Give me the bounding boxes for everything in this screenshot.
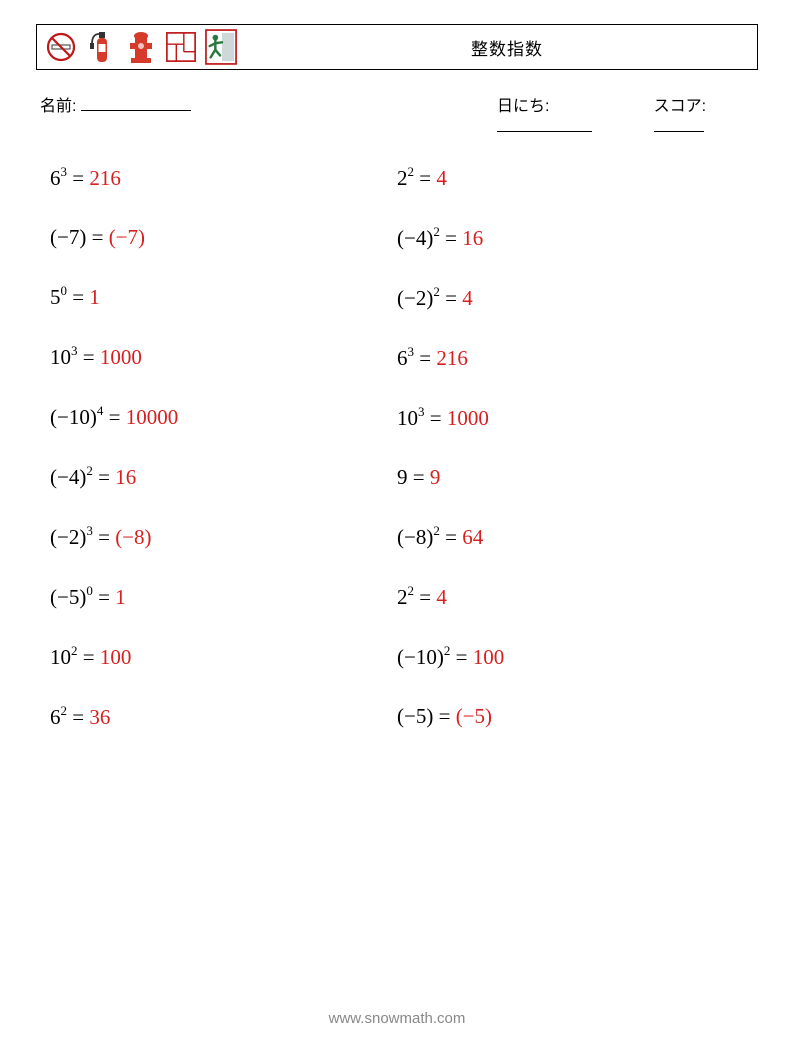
- equals: =: [83, 345, 95, 369]
- equals: =: [439, 704, 451, 728]
- floor-plan-icon: [165, 28, 197, 66]
- problem-base: 9: [397, 465, 408, 489]
- equals: =: [72, 285, 84, 309]
- equals: =: [72, 705, 84, 729]
- problem: 62 = 36: [50, 704, 397, 730]
- problem: 22 = 4: [397, 165, 744, 191]
- equals: =: [98, 525, 110, 549]
- problems-grid: 63 = 216(−7) = (−7)50 = 1103 = 1000(−10)…: [36, 165, 758, 730]
- problem-answer: 36: [89, 705, 110, 729]
- problem-base: (−2): [50, 525, 86, 549]
- problem-answer: 1: [115, 585, 126, 609]
- problem: 63 = 216: [50, 165, 397, 191]
- problem-base: (−5): [50, 585, 86, 609]
- problem-base: 10: [50, 345, 71, 369]
- problem-base: (−4): [397, 226, 433, 250]
- problem-answer: 16: [462, 226, 483, 250]
- problem: (−4)2 = 16: [50, 464, 397, 490]
- fire-hydrant-icon: [125, 28, 157, 66]
- problem-answer: (−7): [109, 225, 145, 249]
- problem-base: 10: [50, 645, 71, 669]
- problem: 103 = 1000: [50, 344, 397, 370]
- problem-answer: 10000: [126, 405, 179, 429]
- problem-base: (−10): [50, 405, 97, 429]
- problem: (−8)2 = 64: [397, 524, 744, 550]
- problem: 63 = 216: [397, 345, 744, 371]
- problem-answer: 4: [436, 585, 447, 609]
- date-label: 日にち:: [497, 98, 549, 115]
- meta-row: 名前: 日にち: スコア:: [36, 92, 758, 137]
- equals: =: [419, 346, 431, 370]
- problem-base: (−8): [397, 525, 433, 549]
- problem-base: 2: [397, 166, 408, 190]
- name-label: 名前:: [40, 98, 76, 115]
- problem-base: (−2): [397, 286, 433, 310]
- problem-answer: 1: [89, 285, 100, 309]
- problem: (−5)0 = 1: [50, 584, 397, 610]
- footer-url: www.snowmath.com: [0, 1010, 794, 1027]
- score-blank: [654, 116, 704, 132]
- problem: (−7) = (−7): [50, 225, 397, 250]
- problems-col-right: 22 = 4(−4)2 = 16(−2)2 = 463 = 216103 = 1…: [397, 165, 744, 730]
- problem: (−4)2 = 16: [397, 225, 744, 251]
- problem-answer: 9: [430, 465, 441, 489]
- problem-base: 10: [397, 406, 418, 430]
- problem: (−10)4 = 10000: [50, 404, 397, 430]
- problem-answer: 1000: [100, 345, 142, 369]
- problem-answer: 4: [436, 166, 447, 190]
- score-label: スコア:: [654, 98, 706, 115]
- problem-answer: 100: [473, 645, 505, 669]
- equals: =: [92, 225, 104, 249]
- problem-base: 6: [50, 166, 61, 190]
- problem: (−2)3 = (−8): [50, 524, 397, 550]
- problem-answer: 64: [462, 525, 483, 549]
- equals: =: [83, 645, 95, 669]
- equals: =: [72, 166, 84, 190]
- problem: (−2)2 = 4: [397, 285, 744, 311]
- problem: (−10)2 = 100: [397, 644, 744, 670]
- problem: 22 = 4: [397, 584, 744, 610]
- equals: =: [419, 166, 431, 190]
- problem-base: 2: [397, 585, 408, 609]
- problem-base: (−4): [50, 465, 86, 489]
- problem: 50 = 1: [50, 284, 397, 310]
- equals: =: [430, 406, 442, 430]
- fire-extinguisher-icon: [85, 28, 117, 66]
- name-blank: [81, 95, 191, 111]
- problems-col-left: 63 = 216 (−7) = (−7) 50 = 1 103 = 1000 (−10)…: [50, 165, 397, 730]
- problem-answer: 1000: [447, 406, 489, 430]
- equals: =: [98, 465, 110, 489]
- problem-answer: (−5): [456, 704, 492, 728]
- date-blank: [497, 116, 592, 132]
- problem-answer: 216: [436, 346, 468, 370]
- problem-base: (−7): [50, 225, 86, 249]
- problem: 103 = 1000: [397, 405, 744, 431]
- equals: =: [456, 645, 468, 669]
- problem-base: 6: [50, 705, 61, 729]
- problem-answer: 100: [100, 645, 132, 669]
- problem-base: (−5): [397, 704, 433, 728]
- equals: =: [98, 585, 110, 609]
- header-icons: [37, 28, 237, 66]
- problem-answer: 16: [115, 465, 136, 489]
- problem: 9 = 9: [397, 465, 744, 490]
- equals: =: [109, 405, 121, 429]
- equals: =: [445, 226, 457, 250]
- problem-answer: 4: [462, 286, 473, 310]
- problem-answer: (−8): [115, 525, 151, 549]
- equals: =: [419, 585, 431, 609]
- equals: =: [445, 286, 457, 310]
- problem-answer: 216: [89, 166, 121, 190]
- equals: =: [445, 525, 457, 549]
- emergency-exit-icon: [205, 28, 237, 66]
- problem: (−5) = (−5): [397, 704, 744, 729]
- header-bar: 整数指数: [36, 24, 758, 70]
- no-smoking-icon: [45, 28, 77, 66]
- problem: 102 = 100: [50, 644, 397, 670]
- problem-base: 5: [50, 285, 61, 309]
- problem-base: 6: [397, 346, 408, 370]
- equals: =: [413, 465, 425, 489]
- problem-base: (−10): [397, 645, 444, 669]
